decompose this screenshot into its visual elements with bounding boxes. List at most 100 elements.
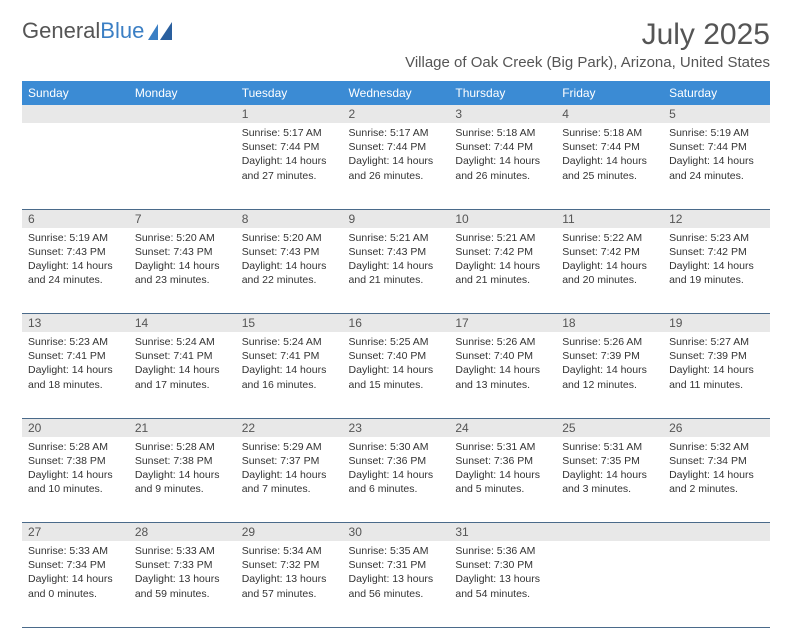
sunrise-text: Sunrise: 5:23 AM — [669, 231, 764, 245]
sunrise-text: Sunrise: 5:31 AM — [455, 440, 550, 454]
day-cell: Sunrise: 5:23 AMSunset: 7:42 PMDaylight:… — [663, 228, 770, 314]
day-cell-content: Sunrise: 5:24 AMSunset: 7:41 PMDaylight:… — [129, 332, 236, 398]
day-number: 28 — [129, 523, 236, 542]
day-number: 4 — [556, 105, 663, 123]
daylight-text: Daylight: 13 hours and 54 minutes. — [455, 572, 550, 600]
daylight-text: Daylight: 14 hours and 24 minutes. — [28, 259, 123, 287]
day-content-row: Sunrise: 5:17 AMSunset: 7:44 PMDaylight:… — [22, 123, 770, 209]
day-cell-content: Sunrise: 5:21 AMSunset: 7:43 PMDaylight:… — [343, 228, 450, 294]
day-cell — [129, 123, 236, 209]
daylight-text: Daylight: 14 hours and 21 minutes. — [455, 259, 550, 287]
day-cell: Sunrise: 5:22 AMSunset: 7:42 PMDaylight:… — [556, 228, 663, 314]
day-cell-content: Sunrise: 5:27 AMSunset: 7:39 PMDaylight:… — [663, 332, 770, 398]
weekday-header: Friday — [556, 81, 663, 105]
sunrise-text: Sunrise: 5:26 AM — [455, 335, 550, 349]
day-number: 7 — [129, 209, 236, 228]
day-number: 14 — [129, 314, 236, 333]
weekday-header: Wednesday — [343, 81, 450, 105]
sunrise-text: Sunrise: 5:20 AM — [242, 231, 337, 245]
daylight-text: Daylight: 13 hours and 57 minutes. — [242, 572, 337, 600]
day-number: 13 — [22, 314, 129, 333]
day-cell: Sunrise: 5:33 AMSunset: 7:33 PMDaylight:… — [129, 541, 236, 627]
day-cell-content: Sunrise: 5:32 AMSunset: 7:34 PMDaylight:… — [663, 437, 770, 503]
sunset-text: Sunset: 7:34 PM — [28, 558, 123, 572]
day-cell-content: Sunrise: 5:17 AMSunset: 7:44 PMDaylight:… — [343, 123, 450, 189]
sunset-text: Sunset: 7:31 PM — [349, 558, 444, 572]
day-cell: Sunrise: 5:26 AMSunset: 7:39 PMDaylight:… — [556, 332, 663, 418]
day-cell-content: Sunrise: 5:26 AMSunset: 7:40 PMDaylight:… — [449, 332, 556, 398]
daylight-text: Daylight: 14 hours and 2 minutes. — [669, 468, 764, 496]
day-cell: Sunrise: 5:20 AMSunset: 7:43 PMDaylight:… — [129, 228, 236, 314]
day-cell: Sunrise: 5:20 AMSunset: 7:43 PMDaylight:… — [236, 228, 343, 314]
day-cell-content: Sunrise: 5:24 AMSunset: 7:41 PMDaylight:… — [236, 332, 343, 398]
day-cell-content: Sunrise: 5:29 AMSunset: 7:37 PMDaylight:… — [236, 437, 343, 503]
day-cell-content: Sunrise: 5:20 AMSunset: 7:43 PMDaylight:… — [236, 228, 343, 294]
sunset-text: Sunset: 7:44 PM — [242, 140, 337, 154]
day-number — [22, 105, 129, 123]
location-subtitle: Village of Oak Creek (Big Park), Arizona… — [22, 54, 770, 71]
day-number: 3 — [449, 105, 556, 123]
page-title: July 2025 — [642, 18, 770, 52]
day-cell-content: Sunrise: 5:17 AMSunset: 7:44 PMDaylight:… — [236, 123, 343, 189]
day-cell: Sunrise: 5:30 AMSunset: 7:36 PMDaylight:… — [343, 437, 450, 523]
sunset-text: Sunset: 7:44 PM — [562, 140, 657, 154]
day-number: 10 — [449, 209, 556, 228]
sunrise-text: Sunrise: 5:33 AM — [135, 544, 230, 558]
day-number: 26 — [663, 418, 770, 437]
daylight-text: Daylight: 14 hours and 17 minutes. — [135, 363, 230, 391]
day-number: 5 — [663, 105, 770, 123]
day-number: 19 — [663, 314, 770, 333]
sunset-text: Sunset: 7:43 PM — [135, 245, 230, 259]
sunset-text: Sunset: 7:43 PM — [242, 245, 337, 259]
daylight-text: Daylight: 14 hours and 13 minutes. — [455, 363, 550, 391]
sunrise-text: Sunrise: 5:35 AM — [349, 544, 444, 558]
day-content-row: Sunrise: 5:23 AMSunset: 7:41 PMDaylight:… — [22, 332, 770, 418]
sunset-text: Sunset: 7:44 PM — [455, 140, 550, 154]
weekday-header: Monday — [129, 81, 236, 105]
sunset-text: Sunset: 7:44 PM — [669, 140, 764, 154]
daylight-text: Daylight: 14 hours and 23 minutes. — [135, 259, 230, 287]
sunrise-text: Sunrise: 5:27 AM — [669, 335, 764, 349]
sunrise-text: Sunrise: 5:22 AM — [562, 231, 657, 245]
sunset-text: Sunset: 7:32 PM — [242, 558, 337, 572]
sunset-text: Sunset: 7:30 PM — [455, 558, 550, 572]
daylight-text: Daylight: 13 hours and 59 minutes. — [135, 572, 230, 600]
day-cell: Sunrise: 5:18 AMSunset: 7:44 PMDaylight:… — [556, 123, 663, 209]
day-number: 23 — [343, 418, 450, 437]
sunset-text: Sunset: 7:36 PM — [455, 454, 550, 468]
sunset-text: Sunset: 7:42 PM — [562, 245, 657, 259]
sunset-text: Sunset: 7:40 PM — [349, 349, 444, 363]
sunset-text: Sunset: 7:36 PM — [349, 454, 444, 468]
day-cell: Sunrise: 5:34 AMSunset: 7:32 PMDaylight:… — [236, 541, 343, 627]
weekday-header: Saturday — [663, 81, 770, 105]
sunrise-text: Sunrise: 5:19 AM — [669, 126, 764, 140]
day-number: 12 — [663, 209, 770, 228]
daylight-text: Daylight: 14 hours and 3 minutes. — [562, 468, 657, 496]
daylight-text: Daylight: 14 hours and 20 minutes. — [562, 259, 657, 287]
day-number-row: 6789101112 — [22, 209, 770, 228]
day-number: 6 — [22, 209, 129, 228]
logo-text-2: Blue — [100, 18, 144, 44]
day-cell-content: Sunrise: 5:28 AMSunset: 7:38 PMDaylight:… — [129, 437, 236, 503]
day-cell: Sunrise: 5:35 AMSunset: 7:31 PMDaylight:… — [343, 541, 450, 627]
header: GeneralBlue July 2025 — [22, 18, 770, 52]
day-number-row: 20212223242526 — [22, 418, 770, 437]
day-number: 2 — [343, 105, 450, 123]
sunrise-text: Sunrise: 5:17 AM — [242, 126, 337, 140]
sunset-text: Sunset: 7:39 PM — [669, 349, 764, 363]
day-cell-content: Sunrise: 5:28 AMSunset: 7:38 PMDaylight:… — [22, 437, 129, 503]
day-cell: Sunrise: 5:21 AMSunset: 7:43 PMDaylight:… — [343, 228, 450, 314]
day-cell: Sunrise: 5:31 AMSunset: 7:35 PMDaylight:… — [556, 437, 663, 523]
day-number: 22 — [236, 418, 343, 437]
day-cell: Sunrise: 5:33 AMSunset: 7:34 PMDaylight:… — [22, 541, 129, 627]
daylight-text: Daylight: 14 hours and 12 minutes. — [562, 363, 657, 391]
sunrise-text: Sunrise: 5:33 AM — [28, 544, 123, 558]
day-cell-content: Sunrise: 5:20 AMSunset: 7:43 PMDaylight:… — [129, 228, 236, 294]
sunset-text: Sunset: 7:40 PM — [455, 349, 550, 363]
daylight-text: Daylight: 14 hours and 16 minutes. — [242, 363, 337, 391]
calendar-table: Sunday Monday Tuesday Wednesday Thursday… — [22, 81, 770, 628]
day-cell-content: Sunrise: 5:19 AMSunset: 7:44 PMDaylight:… — [663, 123, 770, 189]
day-number: 15 — [236, 314, 343, 333]
day-cell: Sunrise: 5:29 AMSunset: 7:37 PMDaylight:… — [236, 437, 343, 523]
day-cell-content: Sunrise: 5:35 AMSunset: 7:31 PMDaylight:… — [343, 541, 450, 607]
